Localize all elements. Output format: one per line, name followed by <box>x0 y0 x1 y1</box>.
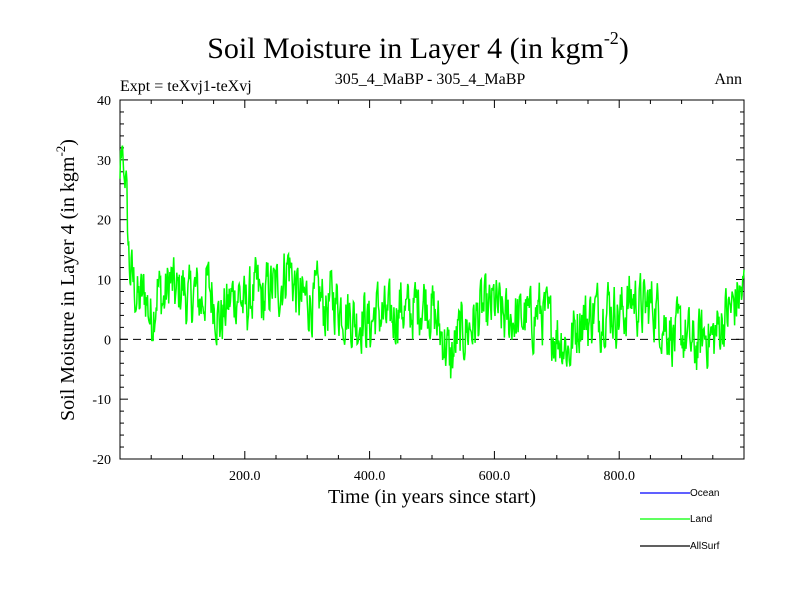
x-tick-label: 200.0 <box>229 469 261 484</box>
y-tick-label: 20 <box>97 214 111 229</box>
y-tick-label: 30 <box>97 154 111 169</box>
season-label: Ann <box>714 71 742 88</box>
y-tick-label: 0 <box>104 333 111 348</box>
y-tick-label: -20 <box>92 453 111 468</box>
y-tick-label: -10 <box>92 393 111 408</box>
experiment-label: Expt = teXvj1-teXvj <box>120 78 252 95</box>
legend-label-land: Land <box>690 514 712 525</box>
x-tick-label: 800.0 <box>603 469 635 484</box>
y-tick-label: 40 <box>97 94 111 109</box>
subtitle-center: 305_4_MaBP - 305_4_MaBP <box>335 71 526 88</box>
legend: Ocean Land AllSurf <box>640 488 720 552</box>
x-tick-label: 400.0 <box>354 469 386 484</box>
plot-frame <box>119 99 745 460</box>
x-tick-label: 600.0 <box>479 469 511 484</box>
x-axis-label: Time (in years since start) <box>328 486 536 508</box>
series-land-line <box>119 145 745 379</box>
chart-title: Soil Moisture in Layer 4 (in kgm-2) <box>207 28 629 65</box>
y-axis-label: Soil Moisture in Layer 4 (in kgm-2) <box>53 139 79 421</box>
legend-label-allsurf: AllSurf <box>690 541 720 552</box>
axis-ticks <box>119 99 745 460</box>
y-tick-labels: -20 -10 0 10 20 30 40 <box>92 94 111 468</box>
y-tick-label: 10 <box>97 274 111 289</box>
x-tick-labels: 200.0 400.0 600.0 800.0 <box>229 469 635 484</box>
legend-label-ocean: Ocean <box>690 488 719 499</box>
